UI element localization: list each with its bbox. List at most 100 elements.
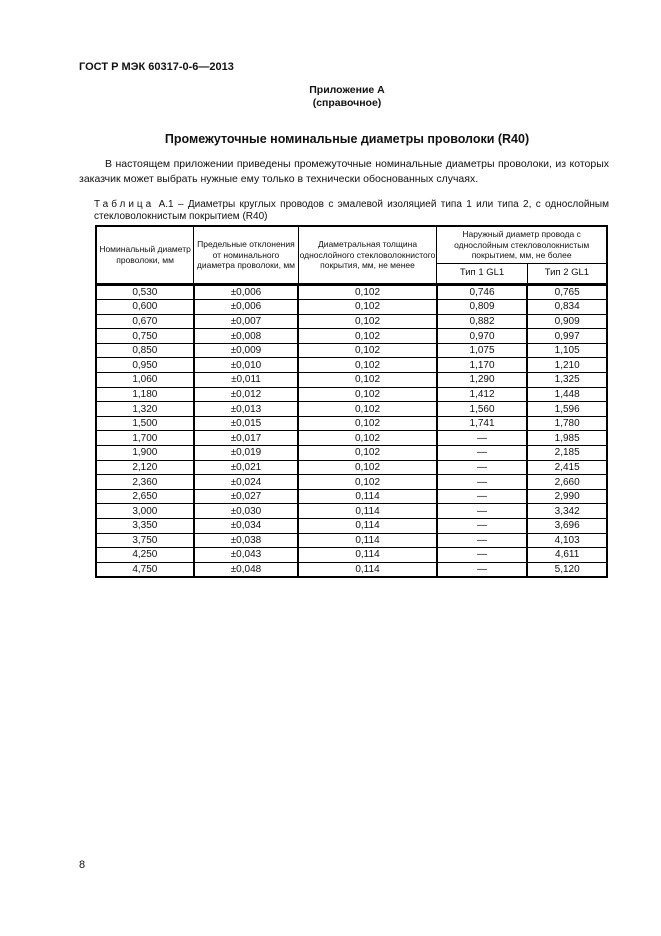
cell-type2-outer: 3,696: [526, 518, 608, 534]
table-row: 0,750 ±0,008 0,102 0,970 0,997: [95, 328, 608, 344]
caption-word: Таблица: [94, 199, 155, 210]
cell-type2-outer: 2,415: [526, 459, 608, 476]
cell-type1-outer: 1,412: [435, 386, 529, 403]
appendix-title: Приложение А: [309, 84, 385, 96]
cell-tolerance: ±0,007: [192, 313, 300, 330]
cell-type1-outer: —: [435, 474, 529, 490]
cell-type1-outer: 0,970: [435, 328, 529, 344]
cell-nominal-diameter: 1,900: [95, 445, 195, 461]
cell-type1-outer: —: [435, 488, 529, 505]
cell-type1-outer: 0,746: [435, 283, 529, 301]
cell-nominal-diameter: 1,500: [95, 415, 195, 432]
table-row: 4,750 ±0,048 0,114—5,120: [95, 561, 608, 578]
table-row: 2,360 ±0,024 0,102—2,660: [95, 474, 608, 490]
table-row: 4,250 ±0,043 0,114—4,611: [95, 547, 608, 563]
cell-tolerance: ±0,011: [192, 372, 300, 388]
cell-nominal-diameter: 1,700: [95, 430, 195, 447]
cell-tolerance: ±0,010: [192, 357, 300, 374]
cell-type1-outer: —: [435, 561, 529, 578]
cell-coating-thickness: 0,114: [297, 561, 438, 578]
table-row: 3,350 ±0,034 0,114—3,696: [95, 518, 608, 534]
page-number: 8: [79, 859, 86, 871]
cell-nominal-diameter: 1,060: [95, 372, 195, 388]
cell-coating-thickness: 0,102: [297, 342, 438, 359]
cell-coating-thickness: 0,102: [297, 357, 438, 374]
table-row: 0,530 ±0,006 0,102 0,746 0,765: [95, 283, 608, 301]
cell-nominal-diameter: 4,250: [95, 547, 195, 563]
cell-nominal-diameter: 0,670: [95, 313, 195, 330]
table-row: 0,850 ±0,009 0,102 1,075 1,105: [95, 342, 608, 359]
cell-coating-thickness: 0,102: [297, 445, 438, 461]
cell-nominal-diameter: 2,650: [95, 488, 195, 505]
caption-text: А.1 – Диаметры круглых проводов с эмалев…: [94, 199, 609, 222]
appendix-note: (справочное): [312, 97, 382, 109]
cell-coating-thickness: 0,102: [297, 459, 438, 476]
cell-tolerance: ±0,043: [192, 547, 300, 563]
table-row: 1,180 ±0,012 0,102 1,412 1,448: [95, 386, 608, 403]
cell-type1-outer: —: [435, 547, 529, 563]
cell-tolerance: ±0,013: [192, 401, 300, 417]
cell-type1-outer: —: [435, 503, 529, 519]
cell-type1-outer: 0,809: [435, 299, 529, 315]
table-caption: Таблица А.1 – Диаметры круглых проводов …: [94, 199, 609, 223]
cell-coating-thickness: 0,102: [297, 401, 438, 417]
header-nominal-diameter: Номинальный диаметр проволоки, мм: [95, 225, 195, 286]
table-row: 3,000 ±0,030 0,114—3,342: [95, 503, 608, 519]
cell-tolerance: ±0,038: [192, 532, 300, 549]
header-type1: Тип 1 GL1: [436, 262, 528, 286]
cell-tolerance: ±0,006: [192, 299, 300, 315]
table-row: 0,600 ±0,006 0,102 0,809 0,834: [95, 299, 608, 315]
cell-type1-outer: 1,560: [435, 401, 529, 417]
cell-type2-outer: 1,448: [526, 386, 608, 403]
table-row: 1,060 ±0,011 0,102 1,290 1,325: [95, 372, 608, 388]
cell-tolerance: ±0,027: [192, 488, 300, 505]
cell-tolerance: ±0,015: [192, 415, 300, 432]
cell-type2-outer: 0,909: [526, 313, 608, 330]
cell-type2-outer: 4,103: [526, 532, 608, 549]
cell-type1-outer: 1,075: [435, 342, 529, 359]
cell-type2-outer: 1,325: [526, 372, 608, 388]
cell-coating-thickness: 0,102: [297, 328, 438, 344]
cell-type1-outer: —: [435, 445, 529, 461]
table-row: 0,670 ±0,007 0,102 0,882 0,909: [95, 313, 608, 330]
section-title: Промежуточные номинальные диаметры прово…: [164, 132, 530, 146]
cell-coating-thickness: 0,114: [297, 532, 438, 549]
cell-type2-outer: 5,120: [526, 561, 608, 578]
cell-type1-outer: 1,290: [435, 372, 529, 388]
cell-nominal-diameter: 0,850: [95, 342, 195, 359]
table-row: 1,500 ±0,015 0,102 1,741 1,780: [95, 415, 608, 432]
cell-coating-thickness: 0,102: [297, 299, 438, 315]
cell-type2-outer: 1,105: [526, 342, 608, 359]
header-type2: Тип 2 GL1: [526, 262, 608, 286]
cell-coating-thickness: 0,102: [297, 386, 438, 403]
cell-nominal-diameter: 2,120: [95, 459, 195, 476]
cell-type2-outer: 1,780: [526, 415, 608, 432]
header-outer-diameter: Наружный диаметр провода с однослойным с…: [436, 225, 608, 264]
cell-type2-outer: 2,185: [526, 445, 608, 461]
header-coating-thickness: Диаметральная толщина однослойного стекл…: [297, 225, 438, 286]
cell-tolerance: ±0,008: [192, 328, 300, 344]
cell-type2-outer: 1,985: [526, 430, 608, 447]
cell-tolerance: ±0,017: [192, 430, 300, 447]
table-row: 2,650 ±0,027 0,114—2,990: [95, 488, 608, 505]
cell-nominal-diameter: 0,530: [95, 283, 195, 301]
cell-type1-outer: 1,170: [435, 357, 529, 374]
cell-nominal-diameter: 4,750: [95, 561, 195, 578]
cell-type2-outer: 0,765: [526, 283, 608, 301]
cell-tolerance: ±0,019: [192, 445, 300, 461]
cell-type2-outer: 0,834: [526, 299, 608, 315]
cell-tolerance: ±0,021: [192, 459, 300, 476]
cell-type1-outer: —: [435, 430, 529, 447]
cell-type1-outer: —: [435, 518, 529, 534]
cell-type1-outer: —: [435, 532, 529, 549]
cell-type2-outer: 3,342: [526, 503, 608, 519]
header-tolerance: Предельные отклонения от номинального ди…: [193, 225, 299, 286]
cell-coating-thickness: 0,102: [297, 430, 438, 447]
cell-nominal-diameter: 3,350: [95, 518, 195, 534]
cell-coating-thickness: 0,114: [297, 518, 438, 534]
cell-tolerance: ±0,024: [192, 474, 300, 490]
standard-number: ГОСТ Р МЭК 60317-0-6—2013: [79, 61, 234, 73]
cell-type1-outer: —: [435, 459, 529, 476]
cell-tolerance: ±0,030: [192, 503, 300, 519]
